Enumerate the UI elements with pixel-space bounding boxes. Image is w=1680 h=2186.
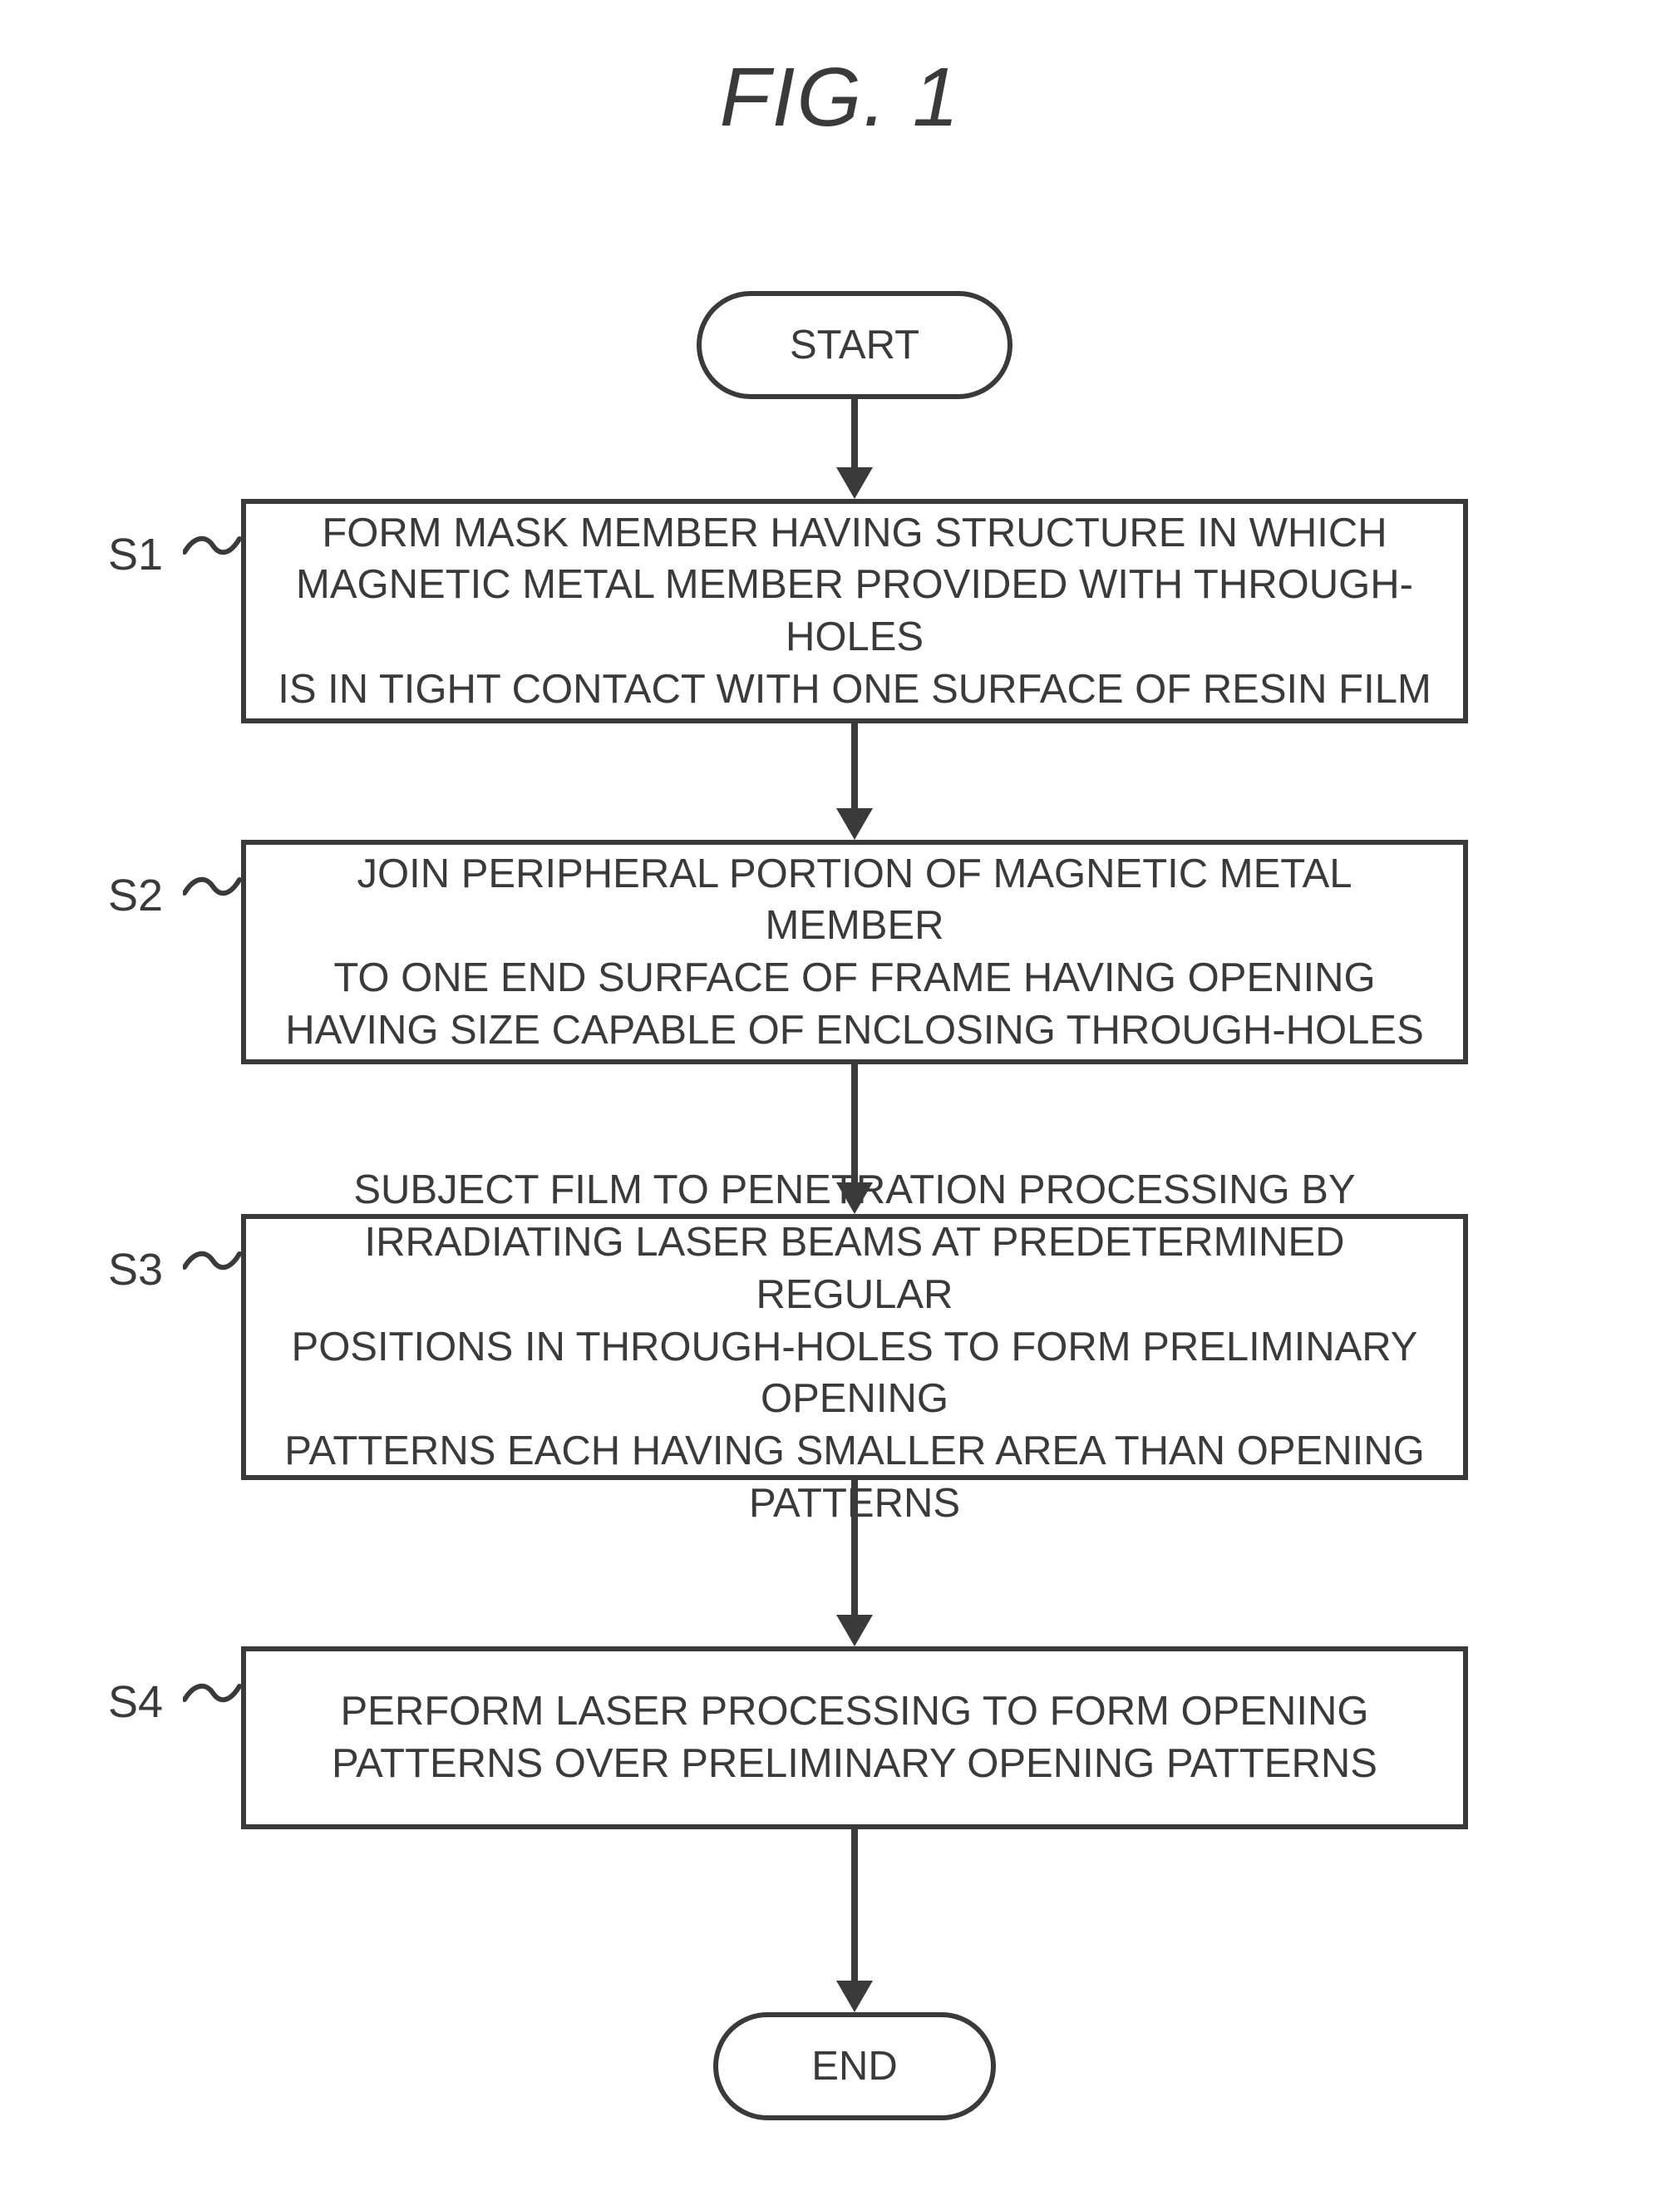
step-label-s1: S1 — [108, 529, 163, 580]
tilde-icon — [183, 532, 241, 559]
arrow-head-icon — [836, 808, 873, 840]
step-label-s4: S4 — [108, 1676, 163, 1728]
figure-title: FIG. 1 — [0, 50, 1680, 146]
arrow-s3-s4 — [836, 1480, 873, 1646]
process-s1: FORM MASK MEMBER HAVING STRUCTURE IN WHI… — [241, 499, 1468, 723]
process-s2-text: JOIN PERIPHERAL PORTION OF MAGNETIC META… — [271, 848, 1438, 1057]
terminator-end-label: END — [811, 2040, 897, 2093]
terminator-start: START — [697, 291, 1012, 399]
step-label-s2: S2 — [108, 870, 163, 921]
tilde-icon — [183, 1247, 241, 1274]
arrow-line — [851, 723, 858, 810]
arrow-line — [851, 1480, 858, 1616]
process-s4-text: PERFORM LASER PROCESSING TO FORM OPENING… — [332, 1685, 1377, 1789]
flowchart-page: FIG. 1 START S1 FORM MASK MEMBER HAVING … — [0, 0, 1680, 2186]
arrow-head-icon — [836, 467, 873, 499]
arrow-head-icon — [836, 1981, 873, 2012]
arrow-s4-end — [836, 1829, 873, 2012]
arrow-line — [851, 1829, 858, 1982]
arrow-line — [851, 399, 858, 469]
arrow-head-icon — [836, 1615, 873, 1646]
step-label-s3: S3 — [108, 1244, 163, 1295]
tilde-icon — [183, 873, 241, 900]
arrow-s1-s2 — [836, 723, 873, 840]
tilde-icon — [183, 1680, 241, 1706]
process-s4: PERFORM LASER PROCESSING TO FORM OPENING… — [241, 1646, 1468, 1829]
process-s2: JOIN PERIPHERAL PORTION OF MAGNETIC META… — [241, 840, 1468, 1064]
process-s1-text: FORM MASK MEMBER HAVING STRUCTURE IN WHI… — [271, 507, 1438, 716]
terminator-end: END — [713, 2012, 996, 2120]
terminator-start-label: START — [790, 319, 919, 372]
process-s3: SUBJECT FILM TO PENETRATION PROCESSING B… — [241, 1214, 1468, 1480]
arrow-start-s1 — [836, 399, 873, 499]
process-s3-text: SUBJECT FILM TO PENETRATION PROCESSING B… — [271, 1164, 1438, 1529]
